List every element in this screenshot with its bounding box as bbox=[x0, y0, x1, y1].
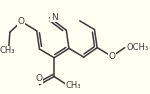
Text: CH₃: CH₃ bbox=[65, 81, 81, 90]
Text: N: N bbox=[51, 13, 58, 22]
Text: CH₃: CH₃ bbox=[0, 46, 15, 55]
Text: O: O bbox=[36, 74, 43, 83]
Text: O: O bbox=[18, 17, 25, 26]
Text: O: O bbox=[108, 52, 116, 61]
Text: OCH₃: OCH₃ bbox=[126, 43, 148, 52]
